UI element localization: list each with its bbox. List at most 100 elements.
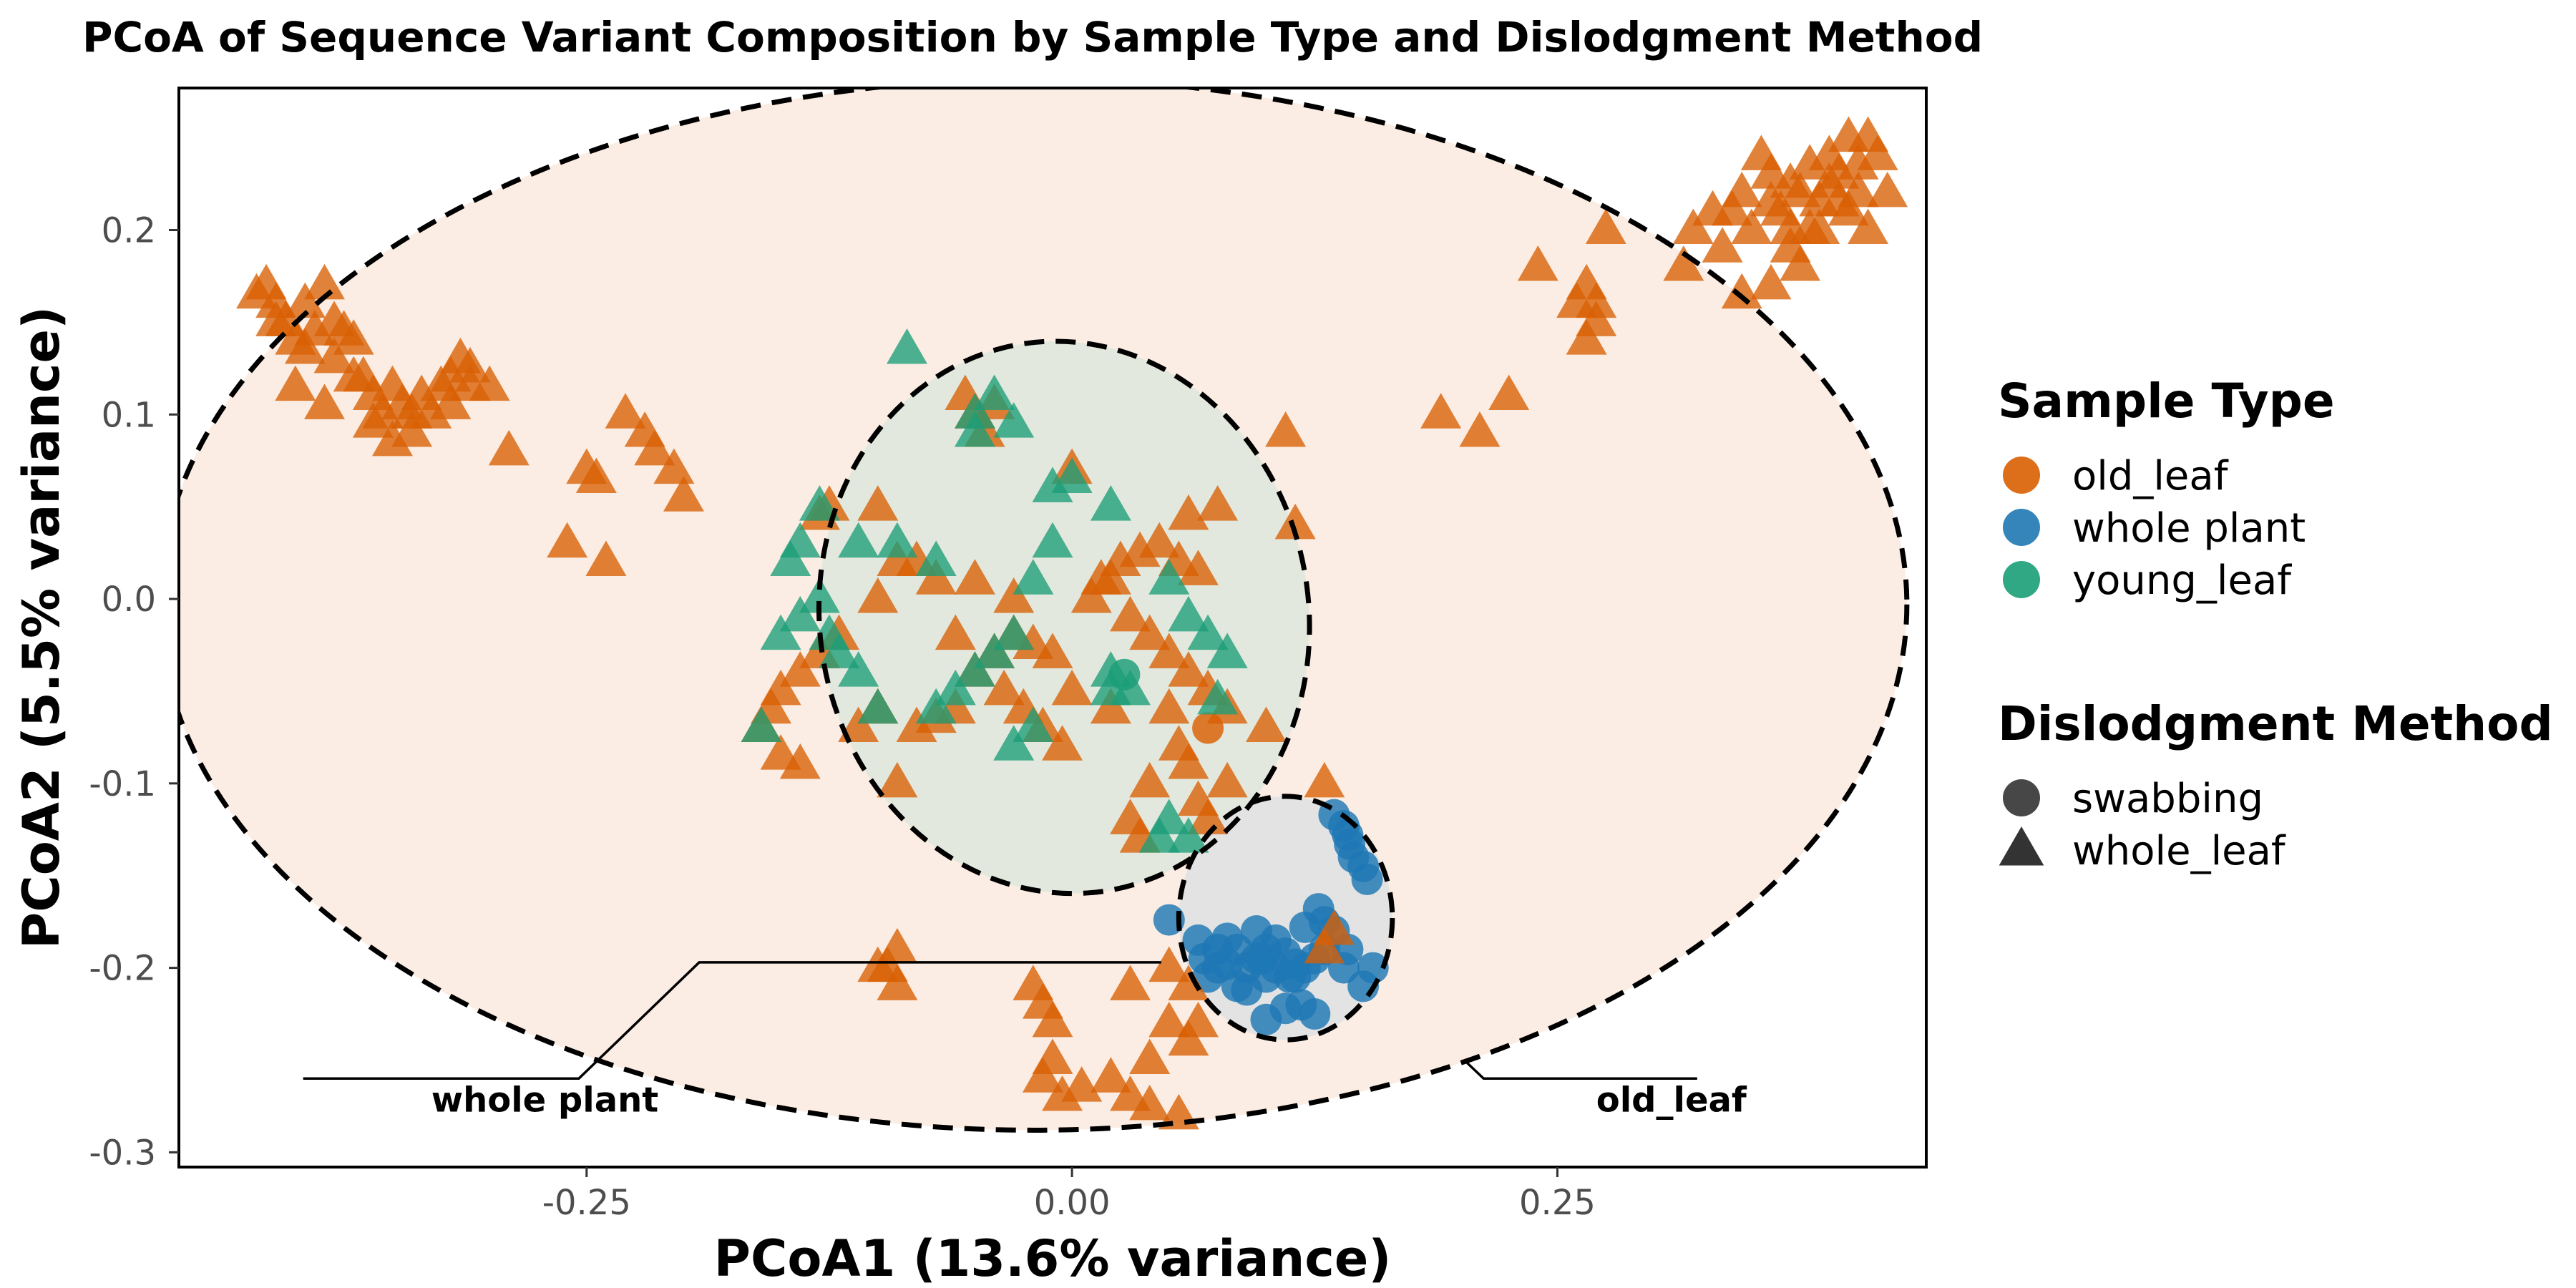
data-point [1265, 411, 1307, 447]
data-point [1080, 559, 1122, 595]
data-point [1168, 595, 1209, 632]
legend-label-swabbing: swabbing [2072, 776, 2263, 822]
data-point [799, 577, 840, 613]
data-point [741, 706, 782, 742]
data-point [1197, 678, 1239, 715]
data-point [333, 356, 374, 392]
data-point [1090, 1057, 1131, 1093]
data-point [819, 633, 860, 668]
data-point [1299, 998, 1331, 1030]
data-point [1168, 1020, 1209, 1056]
data-point [993, 725, 1035, 761]
data-point [857, 577, 899, 613]
data-point [1459, 411, 1501, 447]
data-point [1351, 863, 1383, 895]
data-point [1168, 494, 1209, 530]
data-point [857, 485, 899, 521]
data-point [1206, 761, 1248, 798]
series-young-leaf-whole-leaf [741, 328, 1248, 853]
data-point [954, 411, 995, 447]
data-point [1148, 633, 1190, 668]
data-point [1663, 245, 1704, 281]
data-point [1246, 942, 1279, 975]
legend-key-whole-leaf [1999, 826, 2044, 866]
annotation-label-whole-plant: whole plant [431, 1080, 659, 1121]
data-point [352, 402, 394, 438]
data-point [1245, 706, 1287, 742]
data-point [1780, 245, 1821, 281]
annotation-line-whole-plant [303, 961, 1161, 1080]
x-tick-label: 0.00 [1034, 1183, 1111, 1223]
data-point [877, 540, 918, 576]
data-point [1304, 927, 1345, 964]
legend-title: Dislodgment Method [1998, 696, 2553, 751]
data-point [1090, 669, 1131, 706]
data-point [1731, 208, 1772, 244]
ellipse-annotations: whole plant old_leaf [303, 961, 1747, 1121]
data-point [1789, 144, 1830, 180]
data-point [1187, 799, 1229, 834]
data-point [1274, 503, 1316, 540]
data-point [1702, 227, 1743, 263]
data-point [1032, 633, 1073, 668]
data-point [245, 263, 287, 300]
chart-title: PCoA of Sequence Variant Composition by … [82, 13, 1983, 62]
data-point [1148, 946, 1190, 982]
y-tick-label: -0.1 [89, 764, 156, 804]
data-point [877, 965, 918, 1000]
data-point [1110, 595, 1151, 632]
x-tick-label: -0.25 [542, 1183, 631, 1223]
data-point [371, 420, 413, 457]
annotation-label-old-leaf: old_leaf [1596, 1080, 1747, 1121]
data-point [284, 328, 326, 364]
data-point [333, 319, 374, 355]
data-point [1148, 688, 1190, 724]
data-point [779, 743, 821, 779]
y-tick-label: 0.2 [102, 210, 156, 250]
data-point [1279, 961, 1312, 993]
data-point [935, 614, 976, 650]
data-point [1070, 577, 1112, 613]
data-point [488, 429, 530, 466]
data-point [1848, 208, 1889, 244]
annotation-line-old-leaf [1463, 1059, 1697, 1080]
data-point [1138, 817, 1180, 853]
data-point [838, 651, 879, 687]
data-point [1129, 1084, 1171, 1121]
data-point [1032, 522, 1073, 558]
data-point [1090, 485, 1131, 521]
data-point [284, 282, 326, 318]
data-point [1138, 522, 1180, 558]
y-tick-label: -0.3 [89, 1133, 156, 1173]
data-point [391, 393, 433, 429]
data-point [1818, 180, 1860, 217]
data-point [653, 448, 695, 484]
ellipse-outline-old-leaf [179, 88, 1909, 1133]
data-point [915, 540, 957, 576]
legend-key-whole-plant [2003, 509, 2040, 546]
data-point [1799, 208, 1840, 244]
ellipse-outline-whole-plant [1176, 794, 1395, 1043]
legend-key-swabbing [2003, 779, 2040, 816]
data-point [1304, 761, 1345, 798]
data-point [1206, 633, 1248, 668]
data-point [954, 559, 995, 595]
data-point [779, 595, 821, 632]
data-point [974, 633, 1015, 668]
legend-dislodgment-method: Dislodgment Method swabbing whole_leaf [1998, 696, 2553, 874]
legend-title: Sample Type [1998, 374, 2335, 429]
data-point [1168, 817, 1209, 853]
x-axis-title: PCoA1 (13.6% variance) [714, 1229, 1392, 1288]
data-point [1022, 1057, 1063, 1093]
data-point [1712, 190, 1753, 226]
data-point [1129, 614, 1171, 650]
data-point [877, 522, 918, 558]
data-point [1013, 559, 1054, 595]
data-point [1148, 1001, 1190, 1038]
data-point [449, 346, 491, 383]
data-point [1178, 550, 1219, 585]
data-point [1420, 393, 1462, 429]
data-point [575, 457, 617, 493]
data-point [974, 374, 1015, 410]
